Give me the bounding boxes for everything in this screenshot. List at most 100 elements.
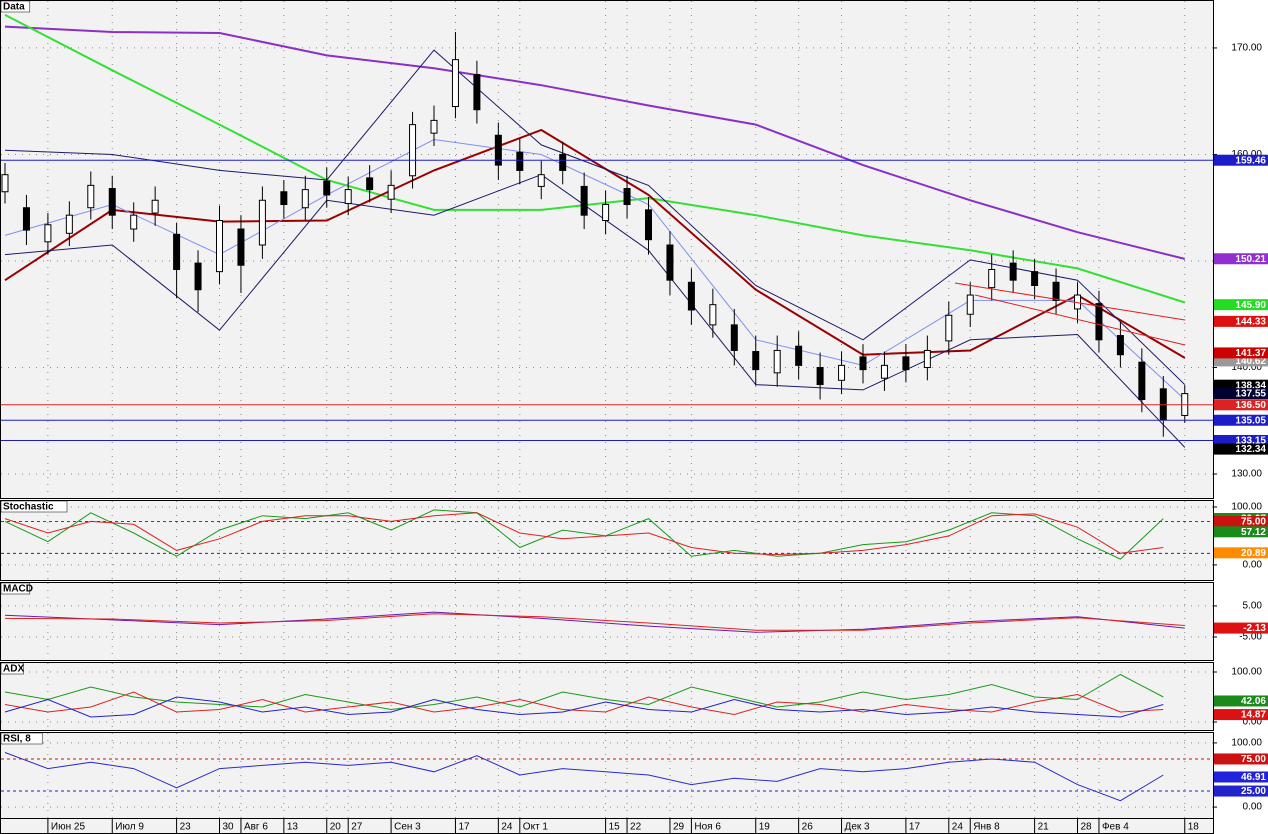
candle-body — [859, 356, 867, 371]
candle-body — [473, 74, 481, 111]
y-tick-label: 100.00 — [1231, 667, 1262, 678]
candle-body — [580, 185, 588, 216]
panel-title-bg — [0, 732, 43, 745]
price-badge — [1214, 315, 1268, 327]
y-tick-label: 0.00 — [1243, 717, 1263, 728]
series-line — [4, 14, 1186, 304]
price-badge — [1214, 379, 1268, 391]
x-tick-label: Фев 4 — [1102, 822, 1129, 833]
price-badge — [1214, 253, 1268, 265]
candle-body — [795, 345, 803, 366]
candle-body — [216, 220, 223, 273]
x-tick-label: Дек 3 — [845, 822, 870, 833]
candle-body — [687, 281, 695, 311]
panel-title: RSI, 8 — [3, 734, 31, 745]
trend-line — [954, 282, 1186, 321]
price-badge-label: 75.00 — [1241, 517, 1266, 528]
x-tick-label: 27 — [351, 822, 363, 833]
y-tick-label: 170.00 — [1231, 43, 1262, 54]
candle-body — [323, 180, 331, 196]
candle-body — [1095, 303, 1103, 341]
price-badge — [1214, 154, 1268, 166]
price-badge-label: 159.46 — [1235, 155, 1266, 166]
candle-body — [1116, 335, 1124, 356]
price-badge-label: 42.06 — [1241, 696, 1266, 707]
candle-body — [301, 189, 309, 209]
x-tick-label: 19 — [759, 822, 771, 833]
candle-body — [1159, 388, 1167, 421]
price-badge — [1214, 709, 1268, 721]
x-tick-label: 17 — [458, 822, 470, 833]
x-tick-label: 22 — [630, 822, 642, 833]
y-tick-label: 100.00 — [1231, 738, 1262, 749]
price-badge — [1214, 753, 1268, 765]
price-badge-label: 20.89 — [1241, 548, 1266, 559]
price-badge-label: 75.00 — [1241, 754, 1266, 765]
candle-body — [1009, 262, 1017, 281]
candle-body — [387, 184, 395, 200]
panel-title: Stochastic — [3, 502, 54, 513]
x-tick-label: Июл 9 — [115, 822, 144, 833]
x-tick-label: Сен 3 — [394, 822, 421, 833]
price-badge-label: 132.34 — [1235, 444, 1266, 455]
x-tick-label: 26 — [802, 822, 814, 833]
price-badge — [1214, 785, 1268, 797]
price-badge-label: 135.05 — [1235, 415, 1266, 426]
series-line — [4, 613, 1185, 631]
candle-body — [709, 304, 717, 326]
candle-body — [108, 188, 116, 216]
candle-body — [194, 262, 202, 291]
price-badge-label: 57.12 — [1241, 527, 1266, 538]
y-tick-label: 100.00 — [1231, 502, 1262, 513]
candle-body — [880, 364, 888, 379]
series-line — [4, 174, 1186, 448]
price-badge — [1214, 695, 1268, 707]
series-line — [4, 509, 1164, 560]
price-badge — [1214, 547, 1268, 559]
candle-body — [516, 151, 524, 171]
candle-body — [730, 324, 738, 351]
x-tick-label: Ноя 6 — [694, 822, 721, 833]
candle-body — [409, 124, 417, 177]
y-tick-label: 0.00 — [1243, 560, 1263, 571]
candle-body — [430, 119, 438, 134]
x-tick-label: 23 — [180, 822, 192, 833]
price-badge-label: 144.33 — [1235, 317, 1266, 328]
candle-body — [559, 153, 567, 171]
candle-body — [258, 199, 266, 246]
series-line — [4, 673, 1164, 711]
y-tick-label: 140.00 — [1231, 362, 1262, 373]
price-badge — [1214, 622, 1268, 634]
price-badge-label: 145.90 — [1235, 300, 1266, 311]
candle-body — [645, 209, 652, 241]
x-tick-label: 15 — [609, 822, 621, 833]
panel-title: Data — [3, 2, 25, 13]
candle-body — [280, 191, 288, 206]
candle-body — [773, 349, 781, 374]
candle-body — [22, 207, 30, 231]
y-tick-label: 160.00 — [1231, 149, 1262, 160]
panel-title-bg — [0, 0, 31, 13]
x-tick-label: Авг 6 — [244, 822, 268, 833]
panel-title-bg — [0, 582, 31, 595]
trend-line — [974, 294, 1186, 346]
price-badge — [1214, 399, 1268, 411]
candle-body — [344, 189, 352, 204]
candle-body — [173, 233, 181, 271]
price-badge-label: -2.13 — [1243, 623, 1266, 634]
y-tick-label: 0.00 — [1243, 802, 1263, 813]
candle-body — [902, 356, 910, 371]
x-tick-label: Июн 25 — [51, 822, 86, 833]
price-badge-label: 46.91 — [1241, 772, 1266, 783]
series-line — [4, 138, 1186, 400]
price-badge — [1214, 434, 1268, 446]
series-line — [4, 49, 1186, 385]
x-tick-label: 20 — [330, 822, 342, 833]
panel-title: ADX — [3, 664, 24, 675]
price-badge — [1214, 414, 1268, 426]
price-badge-label: 141.37 — [1235, 348, 1266, 359]
candle-body — [237, 228, 245, 266]
x-tick-label: 24 — [501, 822, 513, 833]
